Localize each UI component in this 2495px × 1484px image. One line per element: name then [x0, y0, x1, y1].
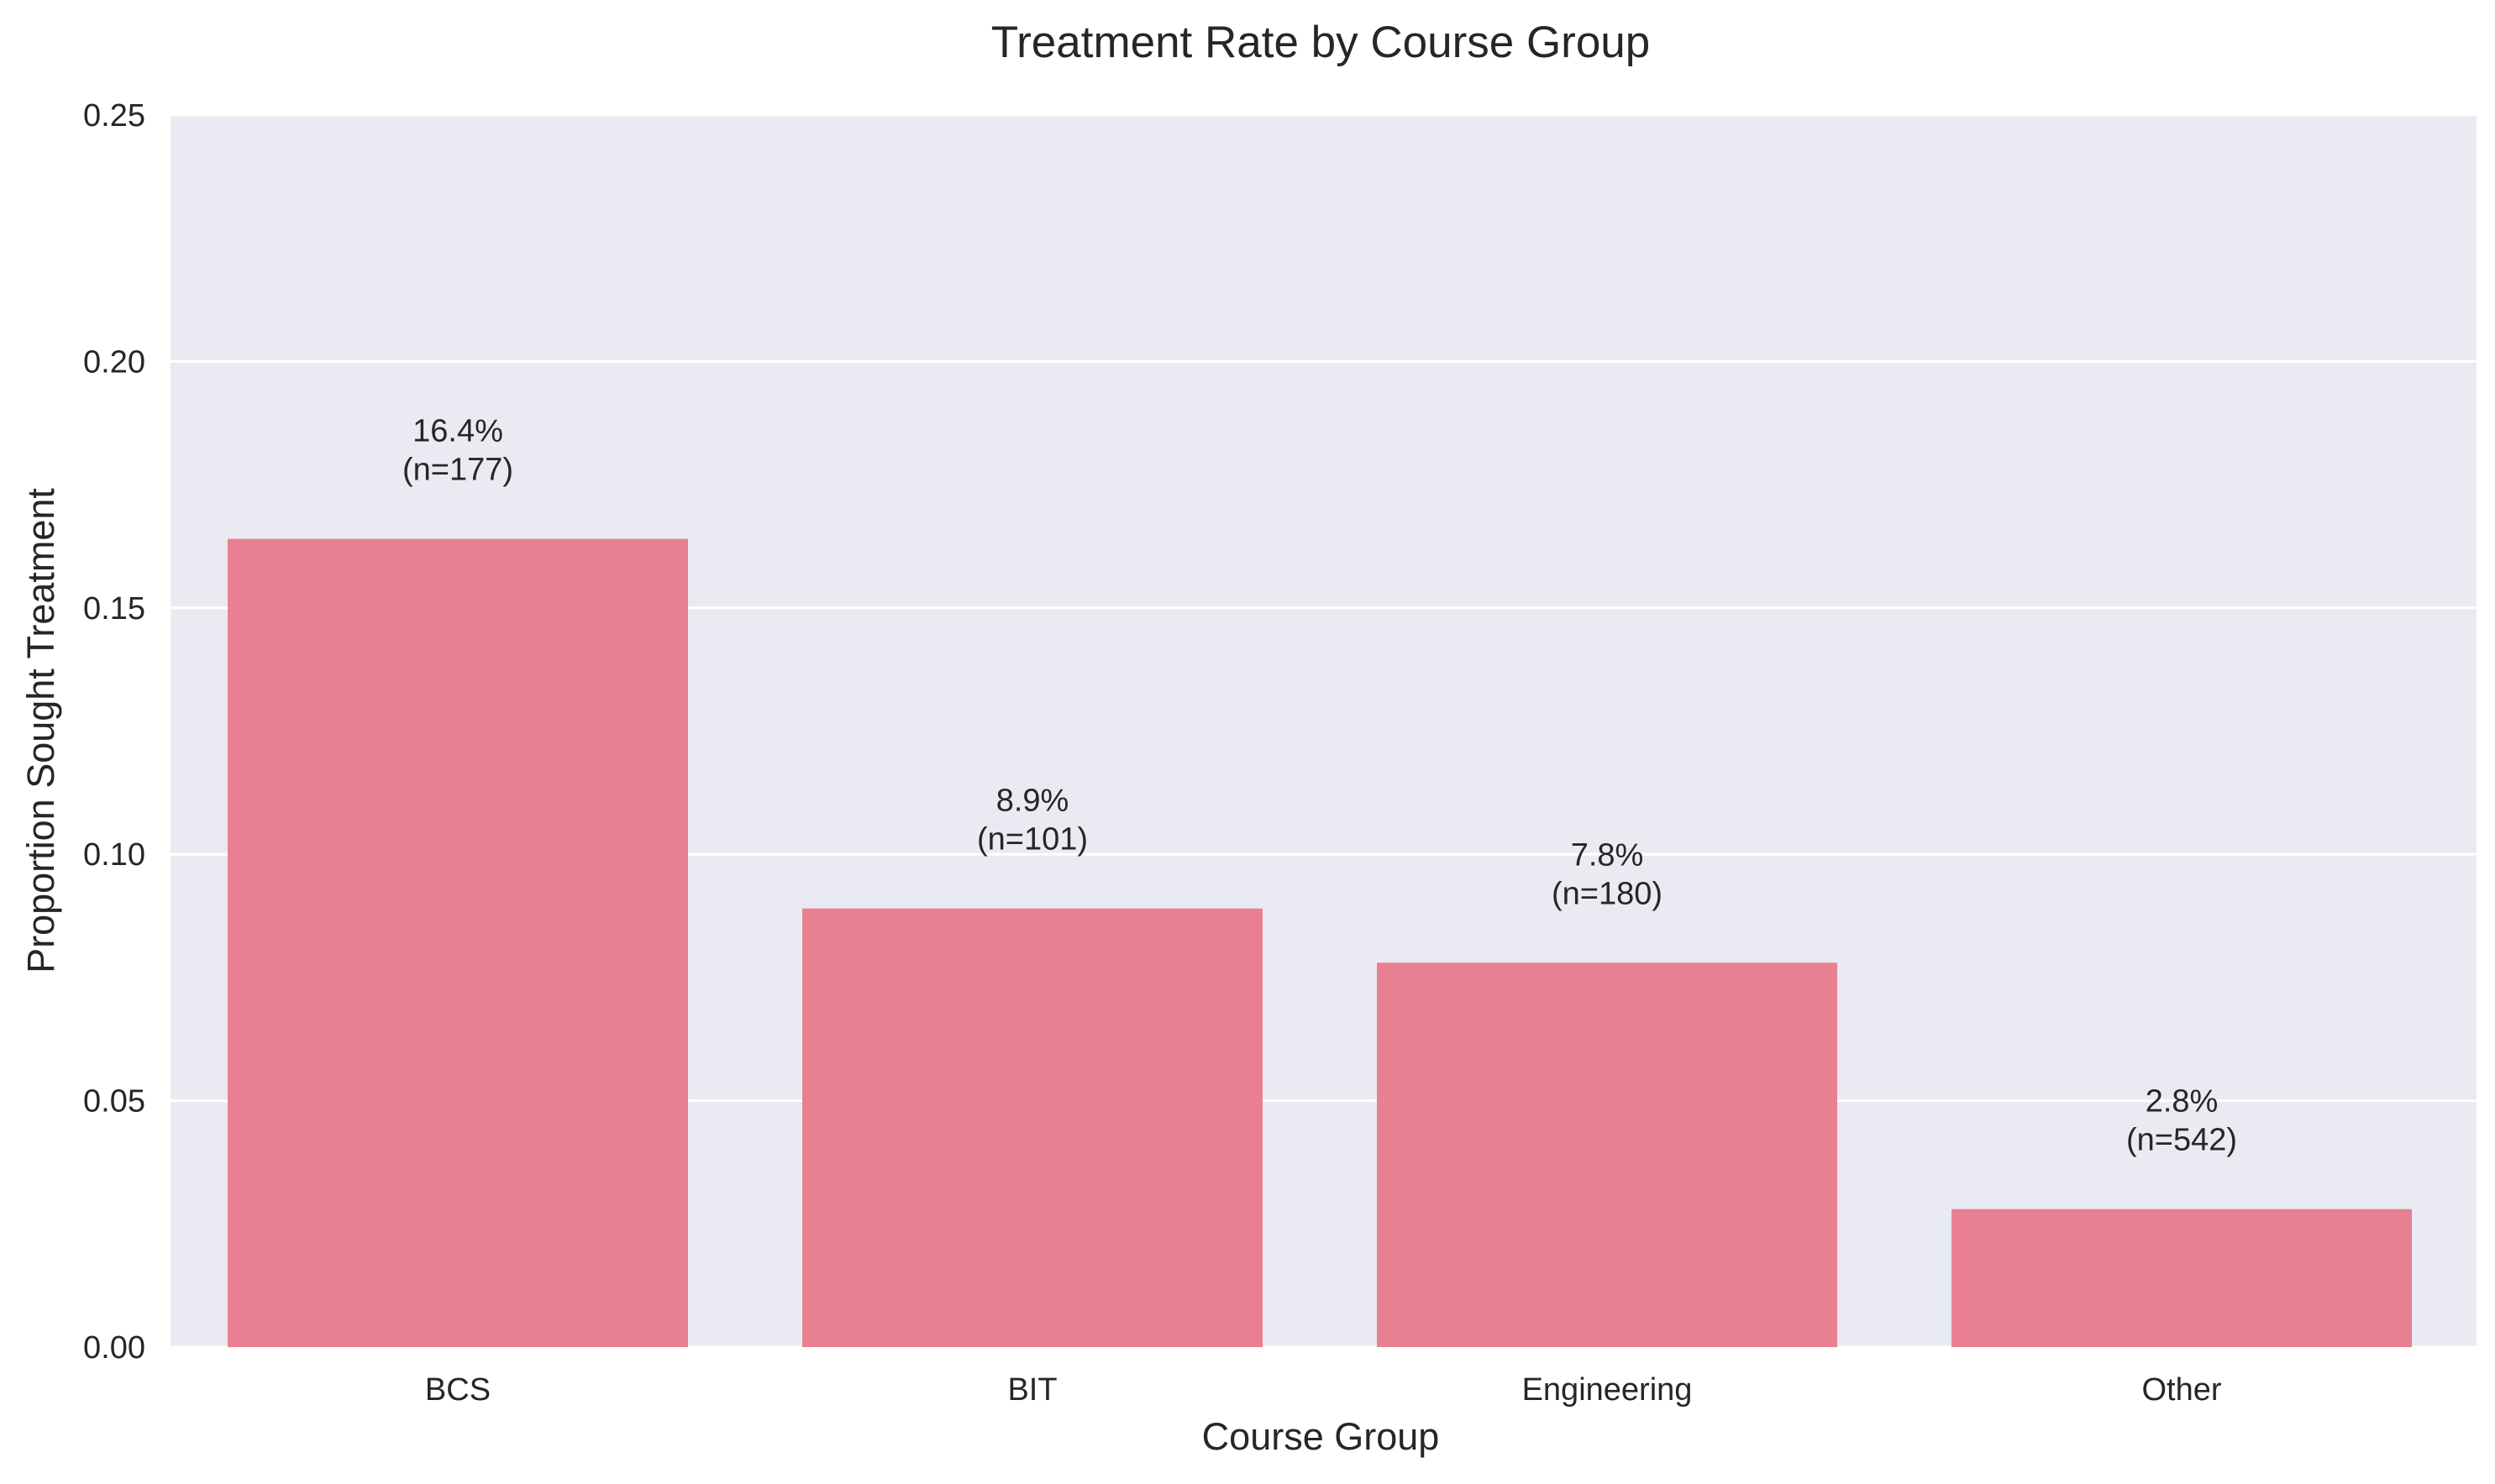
- x-tick-label: Engineering: [1522, 1372, 1693, 1408]
- bar-labels: 16.4% (n=177) 8.9%(n=101) 7.8%(n=180) 2.8%(n…: [402, 414, 2237, 1158]
- bar-count-label: (n=177): [402, 453, 513, 488]
- y-axis-label: Proportion Sought Treatment: [19, 488, 62, 973]
- bar-bit: [802, 908, 1263, 1347]
- bar-other: [1951, 1209, 2412, 1347]
- bar-value-label: 16.4%: [412, 414, 503, 449]
- bars: [228, 538, 2412, 1347]
- bar-value-label: 8.9%: [996, 784, 1069, 819]
- bar-value-label: 7.8%: [1571, 837, 1644, 873]
- y-tick-label: 0.00: [83, 1330, 145, 1366]
- x-tick-label: Other: [2141, 1372, 2221, 1408]
- y-tick-label: 0.10: [83, 837, 145, 873]
- bar-count-label: (n=101): [977, 822, 1088, 857]
- y-tick-label: 0.20: [83, 344, 145, 380]
- x-tick-label: BCS: [425, 1372, 491, 1408]
- y-tick-label: 0.05: [83, 1084, 145, 1120]
- x-axis-ticks: BCS BIT Engineering Other: [425, 1372, 2222, 1408]
- y-axis-ticks: 0.00 0.05 0.10 0.15 0.20 0.25: [83, 98, 145, 1366]
- bar-bcs: [228, 538, 688, 1347]
- x-axis-label: Course Group: [1202, 1415, 1440, 1458]
- y-tick-label: 0.15: [83, 591, 145, 627]
- bar-value-label: 2.8%: [2146, 1084, 2219, 1120]
- bar-count-label: (n=542): [2126, 1123, 2237, 1158]
- y-tick-label: 0.25: [83, 98, 145, 134]
- x-tick-label: BIT: [1007, 1372, 1057, 1408]
- bar-engineering: [1377, 962, 1837, 1347]
- chart-title: Treatment Rate by Course Group: [991, 18, 1651, 67]
- bar-count-label: (n=180): [1552, 876, 1662, 911]
